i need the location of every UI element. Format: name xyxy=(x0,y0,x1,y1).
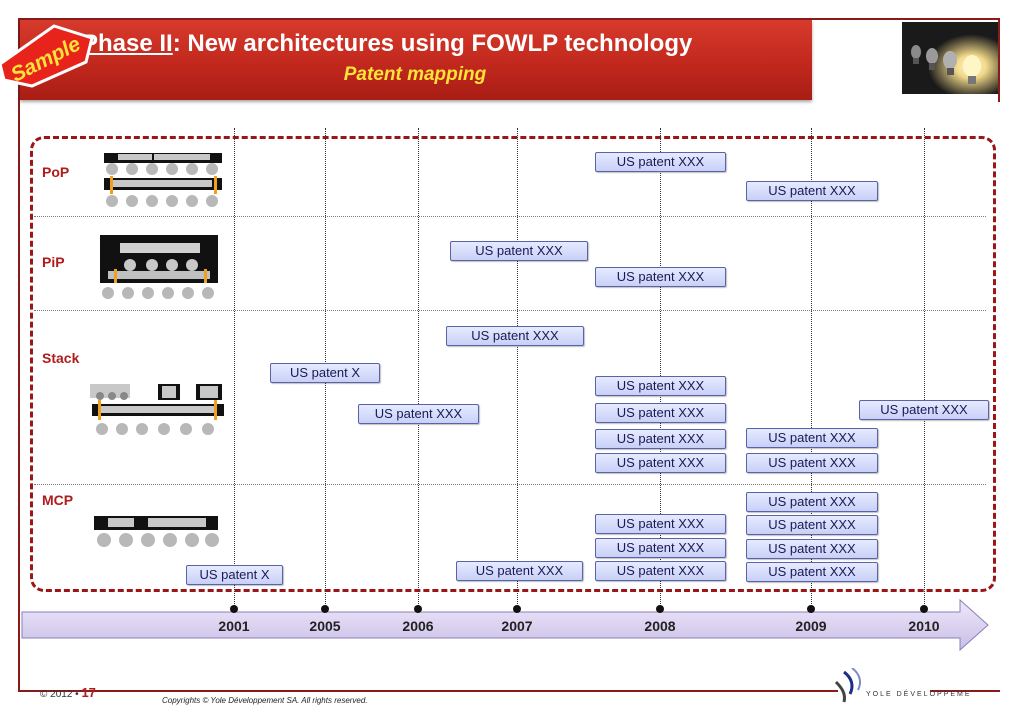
patent-box: US patent XXX xyxy=(595,453,726,473)
patent-box: US patent XXX xyxy=(595,514,726,534)
guide-2001 xyxy=(234,128,235,608)
title-rest: : New architectures using FOWLP technolo… xyxy=(172,30,693,57)
guide-2006 xyxy=(418,128,419,608)
patent-box: US patent XXX xyxy=(595,376,726,396)
sample-stamp: Sample xyxy=(0,24,94,88)
slide-frame-top xyxy=(18,18,1000,20)
yole-logo: YOLE DÉVELOPPEMENT xyxy=(834,668,972,703)
slide-frame-left xyxy=(18,18,20,692)
patent-box: US patent XXX xyxy=(595,429,726,449)
patent-box: US patent XXX xyxy=(746,492,878,512)
year-label: 2005 xyxy=(309,618,341,634)
stack-package-image xyxy=(90,384,224,435)
page-number: 17 xyxy=(81,685,96,700)
patent-box: US patent XXX xyxy=(746,428,878,448)
mcp-package-image xyxy=(94,516,219,547)
patent-box: US patent XXX xyxy=(746,453,878,473)
footer-copyright: © 2012 • 17 xyxy=(40,685,96,700)
patent-box: US patent XXX xyxy=(746,181,878,201)
row-separator xyxy=(34,310,986,311)
patent-box: US patent XXX xyxy=(746,539,878,559)
patent-box: US patent XXX xyxy=(456,561,583,581)
year-label: 2006 xyxy=(402,618,434,634)
footer-rights: Copyrights © Yole Développement SA. All … xyxy=(162,696,368,705)
yole-logo-text: YOLE DÉVELOPPEMENT xyxy=(866,689,972,698)
patent-box: US patent XXX xyxy=(595,538,726,558)
patent-region xyxy=(30,136,996,592)
row-label-pop: PoP xyxy=(42,164,70,180)
slide-frame-right xyxy=(998,18,1000,102)
timeline-arrow xyxy=(21,598,989,652)
row-separator xyxy=(34,484,986,485)
pip-package-image xyxy=(100,235,218,299)
patent-box: US patent XXX xyxy=(358,404,479,424)
slide-frame-bottom-right xyxy=(930,690,1000,692)
year-marker xyxy=(920,605,928,613)
header-band xyxy=(20,20,812,100)
slide-frame-bottom xyxy=(18,690,838,692)
patent-box: US patent XXX xyxy=(746,515,878,535)
patent-box: US patent XXX xyxy=(595,561,726,581)
year-marker xyxy=(807,605,815,613)
guide-2010 xyxy=(924,128,925,608)
patent-box: US patent XXX xyxy=(746,562,878,582)
pop-package-image xyxy=(104,153,222,207)
patent-box: US patent X xyxy=(186,565,283,585)
year-marker xyxy=(656,605,664,613)
title-phase: Phase II xyxy=(82,30,173,57)
year-label: 2008 xyxy=(644,618,676,634)
guide-2008 xyxy=(660,128,661,608)
patent-box: US patent XXX xyxy=(446,326,584,346)
patent-box: US patent XXX xyxy=(595,152,726,172)
year-label: 2001 xyxy=(218,618,250,634)
row-label-stack: Stack xyxy=(42,350,80,366)
guide-2009 xyxy=(811,128,812,608)
patent-box: US patent XXX xyxy=(859,400,989,420)
patent-box: US patent XXX xyxy=(595,267,726,287)
year-label: 2007 xyxy=(501,618,533,634)
row-separator xyxy=(34,216,986,217)
patent-box: US patent X xyxy=(270,363,380,383)
guide-2007 xyxy=(517,128,518,608)
light-bulbs-photo xyxy=(902,22,998,94)
row-label-pip: PiP xyxy=(42,254,65,270)
year-marker xyxy=(230,605,238,613)
year-marker xyxy=(321,605,329,613)
year-marker xyxy=(513,605,521,613)
year-label: 2009 xyxy=(795,618,827,634)
patent-box: US patent XXX xyxy=(450,241,588,261)
page-title: Phase II: New architectures using FOWLP … xyxy=(82,30,802,58)
year-marker xyxy=(414,605,422,613)
year-label: 2010 xyxy=(908,618,940,634)
page-subtitle: Patent mapping xyxy=(343,64,487,85)
patent-box: US patent XXX xyxy=(595,403,726,423)
copyright-text: © 2012 • xyxy=(40,689,79,700)
row-label-mcp: MCP xyxy=(42,492,74,508)
